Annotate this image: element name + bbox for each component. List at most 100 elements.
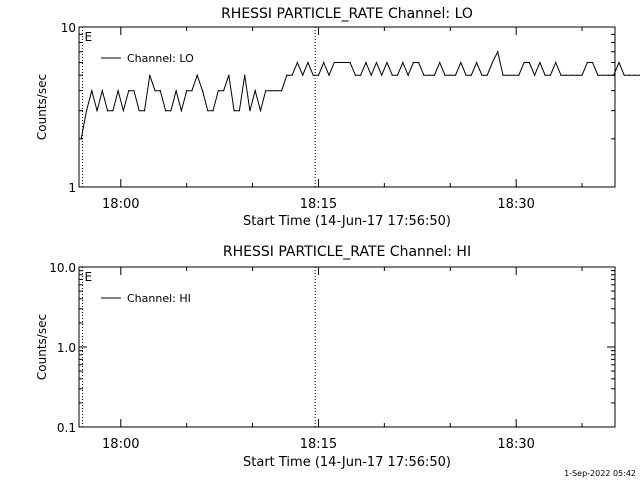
- y-tick-label: 0.1: [57, 421, 76, 435]
- data-point: [244, 74, 246, 76]
- data-point: [428, 74, 430, 76]
- data-point: [381, 74, 383, 76]
- data-point: [133, 90, 135, 92]
- data-point: [623, 74, 625, 76]
- data-point: [275, 90, 277, 92]
- data-point: [365, 61, 367, 64]
- chart-panel-0: RHESSI PARTICLE_RATE Channel: LO Start Ti…: [35, 6, 640, 229]
- data-point: [317, 74, 320, 76]
- data-point: [544, 74, 546, 76]
- data-point: [581, 74, 583, 76]
- data-point: [418, 61, 420, 64]
- data-point: [249, 110, 251, 112]
- y-tick-label: 10.0: [49, 261, 76, 275]
- data-point: [170, 110, 172, 112]
- data-point: [254, 90, 256, 92]
- data-point: [470, 74, 472, 76]
- data-point: [286, 74, 288, 76]
- data-point: [159, 90, 161, 92]
- event-label: E: [85, 30, 93, 44]
- data-point: [291, 74, 293, 76]
- y-tick-label: 1.0: [57, 341, 76, 355]
- data-point: [191, 90, 193, 92]
- data-point: [491, 61, 494, 64]
- data-point: [265, 90, 267, 92]
- data-point: [91, 90, 93, 92]
- plot-frame: [78, 266, 616, 428]
- data-point: [112, 110, 114, 112]
- data-point: [602, 74, 604, 76]
- data-point: [586, 61, 588, 64]
- data-point: [591, 61, 594, 64]
- chart-title: RHESSI PARTICLE_RATE Channel: LO: [221, 6, 473, 22]
- data-point: [186, 90, 188, 92]
- y-axis-label: Counts/sec: [35, 314, 49, 380]
- data-point: [570, 74, 573, 76]
- x-axis-label: Start Time (14-Jun-17 17:56:50): [243, 455, 451, 470]
- data-point: [360, 74, 362, 76]
- data-point: [228, 74, 230, 76]
- data-point: [370, 74, 372, 76]
- data-point: [207, 110, 209, 112]
- data-point: [375, 61, 378, 64]
- data-point: [196, 74, 198, 76]
- data-point: [391, 74, 393, 76]
- data-point: [307, 61, 309, 64]
- data-point: [597, 74, 599, 76]
- data-point: [180, 110, 183, 112]
- data-point: [328, 74, 330, 76]
- data-point: [143, 110, 146, 112]
- legend-label: Channel: HI: [127, 292, 191, 305]
- data-point: [439, 61, 441, 64]
- data-point: [486, 74, 488, 76]
- data-point: [333, 61, 335, 64]
- data-point: [96, 110, 98, 112]
- y-axis-label: Counts/sec: [35, 74, 49, 140]
- plot-frame: [78, 26, 616, 188]
- data-point: [233, 110, 235, 112]
- x-tick-label: 18:00: [102, 437, 139, 452]
- data-point: [507, 74, 509, 76]
- data-point: [344, 61, 346, 64]
- event-label: E: [85, 270, 93, 284]
- data-point: [607, 74, 610, 76]
- data-point: [476, 61, 478, 64]
- data-point: [481, 74, 483, 76]
- data-point: [101, 90, 103, 92]
- data-point: [449, 74, 451, 76]
- data-point: [312, 74, 314, 76]
- data-point: [396, 74, 399, 76]
- data-point: [518, 74, 520, 76]
- data-point: [222, 90, 225, 92]
- data-point: [164, 110, 167, 112]
- data-point: [465, 74, 467, 76]
- data-point: [238, 110, 240, 112]
- data-point: [555, 61, 557, 64]
- data-point: [528, 61, 530, 64]
- data-point: [270, 90, 272, 92]
- data-point: [502, 74, 504, 76]
- x-tick-label: 18:15: [300, 437, 337, 452]
- x-tick-label: 18:30: [497, 437, 534, 452]
- data-point: [259, 110, 262, 112]
- data-point: [433, 74, 436, 76]
- data-point: [534, 74, 536, 76]
- y-tick-label: 1: [68, 181, 76, 195]
- data-point: [354, 74, 356, 76]
- data-point: [444, 74, 446, 76]
- x-axis-label: Start Time (14-Jun-17 17:56:50): [243, 214, 451, 229]
- data-point: [407, 74, 409, 76]
- data-point: [128, 90, 130, 92]
- data-point: [423, 74, 425, 76]
- data-point: [201, 90, 204, 92]
- y-tick-label: 10: [61, 21, 76, 35]
- data-point: [512, 74, 515, 76]
- data-point: [302, 74, 304, 76]
- data-point: [217, 90, 219, 92]
- data-point: [149, 74, 151, 76]
- data-point: [549, 74, 552, 76]
- data-point: [175, 90, 177, 92]
- data-point: [212, 110, 214, 112]
- x-tick-label: 18:00: [102, 197, 139, 212]
